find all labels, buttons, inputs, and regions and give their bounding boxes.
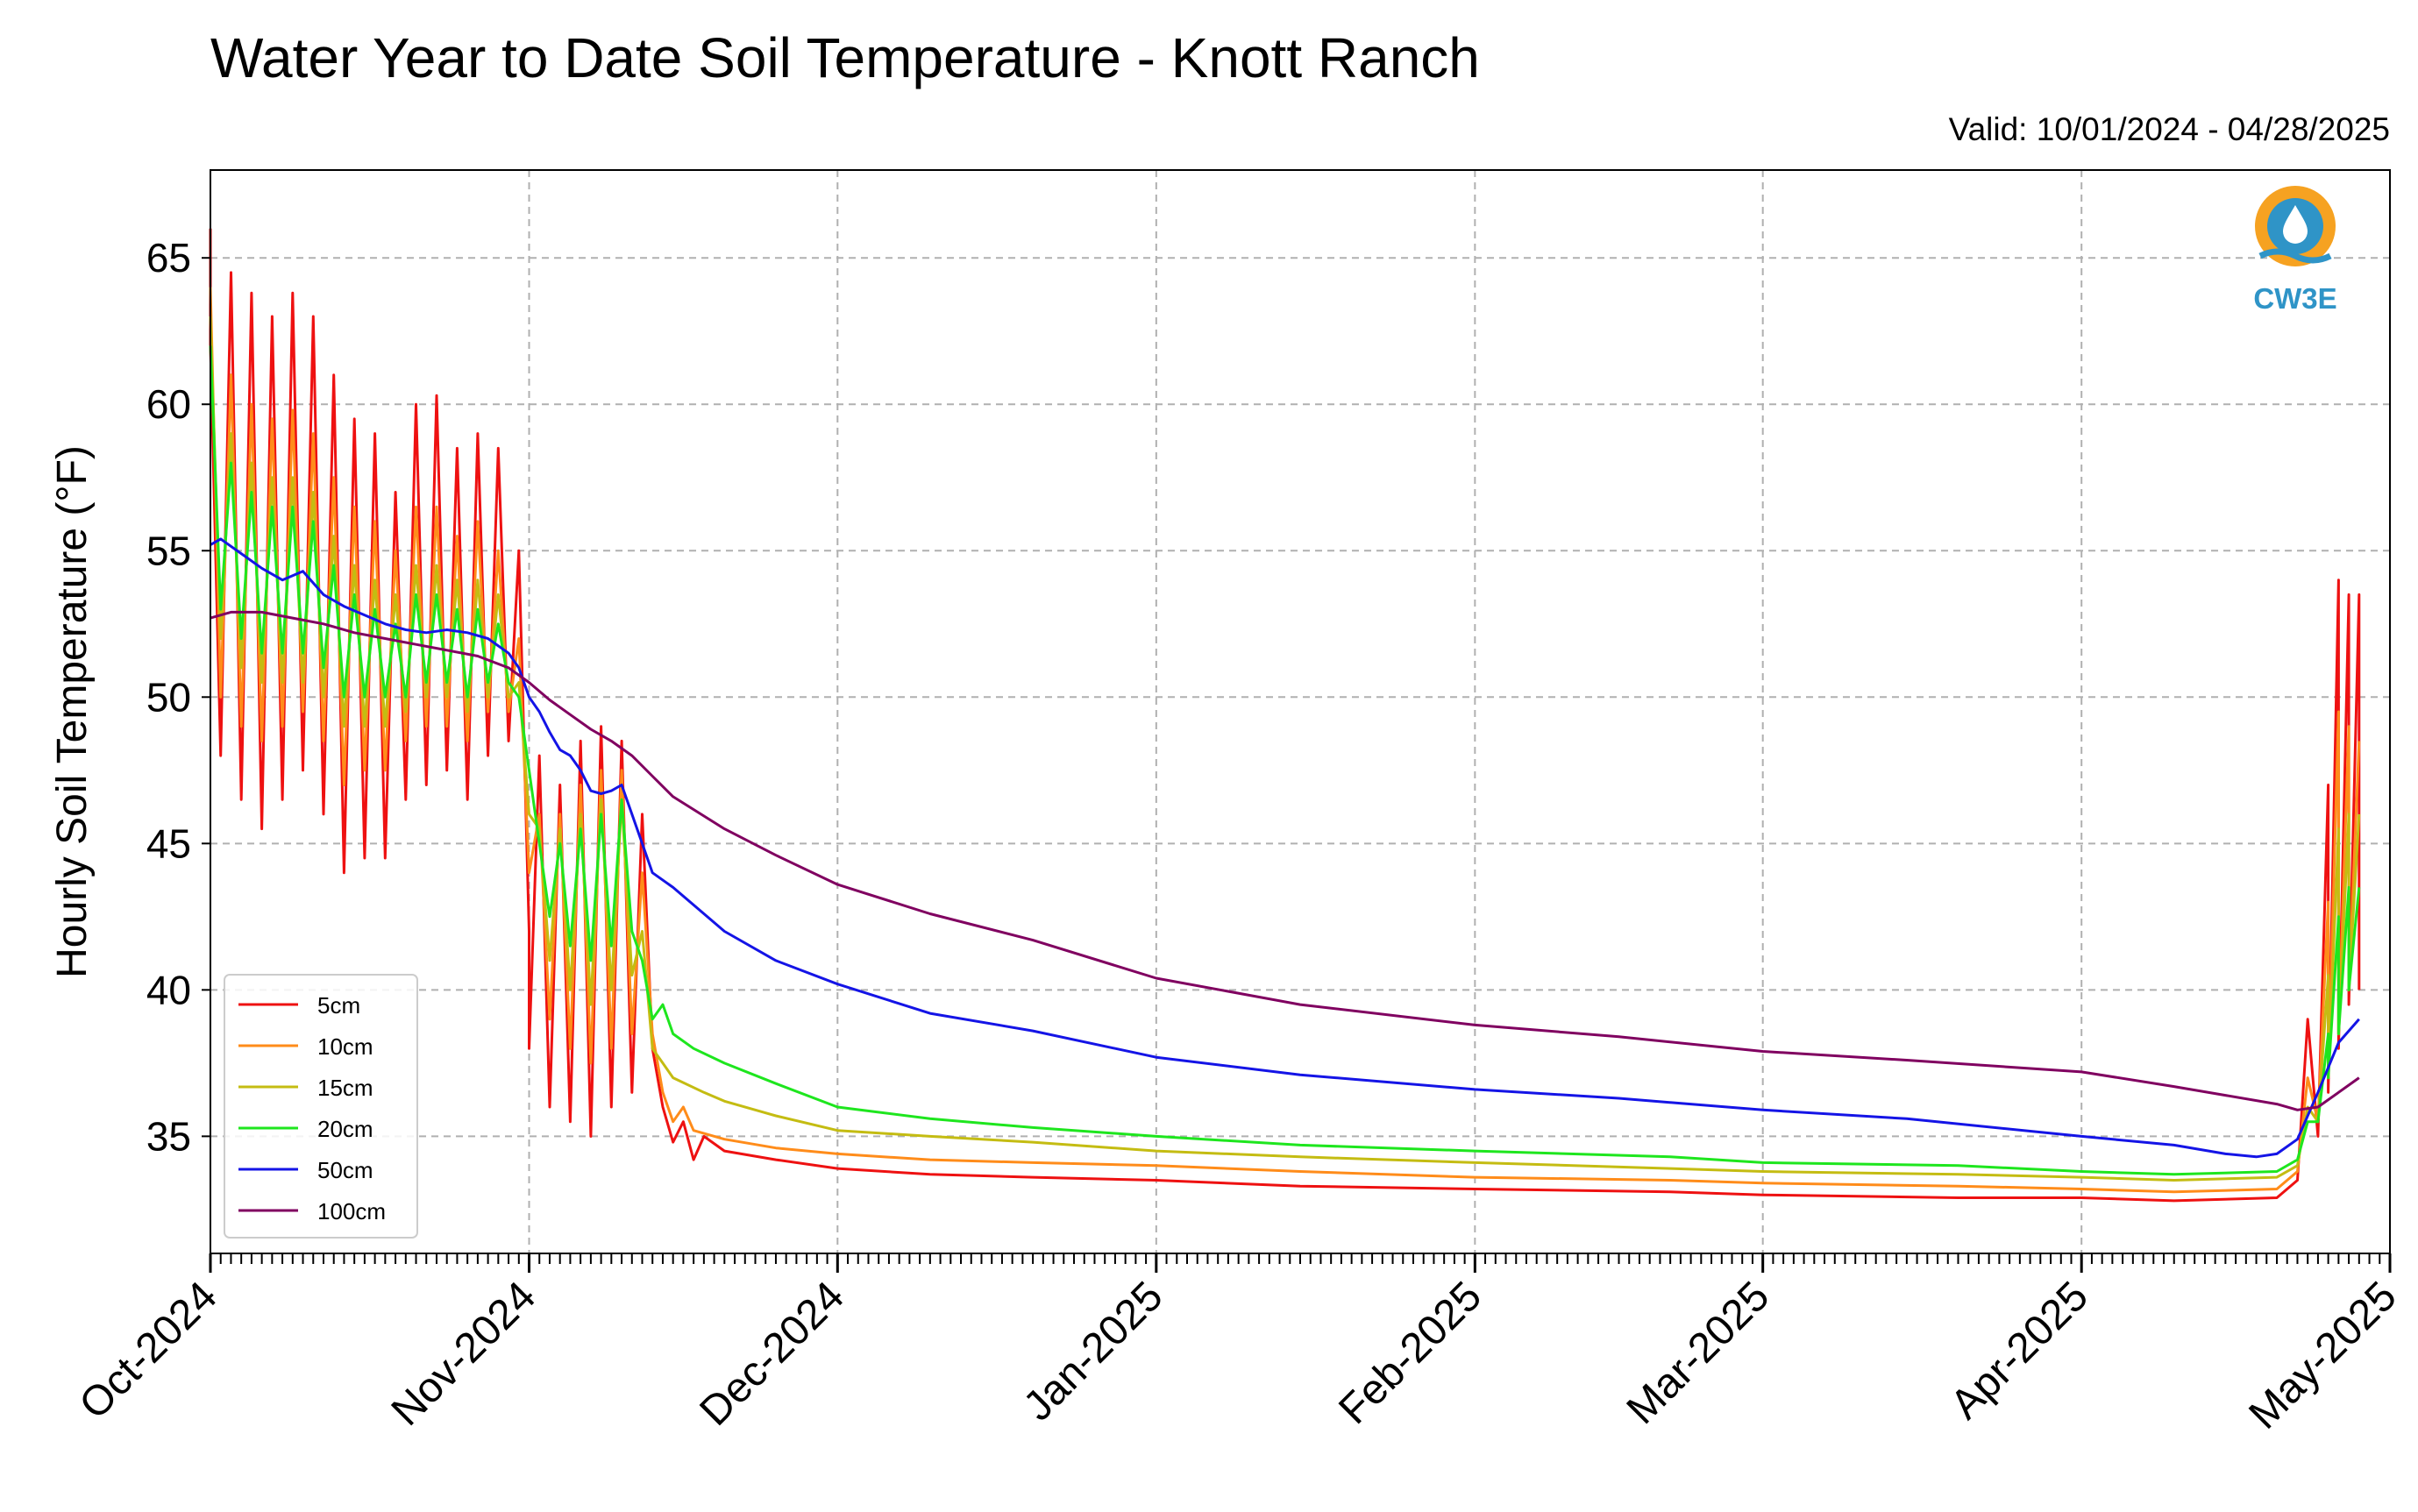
y-tick-label: 55 — [146, 528, 191, 573]
x-tick-label: Dec-2024 — [691, 1273, 853, 1435]
x-tick-label: May-2025 — [2240, 1273, 2405, 1437]
legend: 5cm 10cm 15cm 20cm 50cm 100cm — [224, 974, 418, 1239]
y-tick-label: 45 — [146, 820, 191, 866]
x-tick-label: Nov-2024 — [383, 1273, 545, 1435]
legend-label: 5cm — [317, 992, 360, 1019]
x-tick-label: Feb-2025 — [1330, 1273, 1490, 1433]
x-tick-label: Jan-2025 — [1015, 1273, 1172, 1430]
y-axis-label: Hourly Soil Temperature (°F) — [49, 445, 96, 978]
series-lines — [209, 228, 2361, 1203]
logo-wave — [2258, 248, 2332, 264]
water-drop-icon — [2283, 205, 2308, 244]
plot-frame — [210, 169, 2391, 1254]
series-10cm — [209, 287, 2361, 1194]
legend-label: 15cm — [317, 1075, 373, 1101]
series-50cm — [210, 537, 2360, 1159]
y-axis: 35 40 45 50 55 60 65 — [146, 235, 210, 1159]
grid — [210, 170, 2390, 1253]
y-tick-label: 65 — [146, 235, 191, 280]
legend-label: 10cm — [317, 1033, 373, 1060]
chart-subtitle: Valid: 10/01/2024 - 04/28/2025 — [1949, 111, 2390, 147]
x-tick-label: Oct-2024 — [71, 1273, 226, 1428]
legend-label: 20cm — [317, 1116, 373, 1142]
series-100cm — [210, 610, 2360, 1111]
legend-label: 50cm — [317, 1157, 373, 1183]
legend-label: 100cm — [317, 1198, 386, 1225]
legend-box — [224, 974, 418, 1239]
logo-text: CW3E — [2253, 282, 2336, 315]
y-tick-label: 40 — [146, 967, 191, 1012]
chart-title: Water Year to Date Soil Temperature - Kn… — [210, 26, 1480, 89]
x-tick-label: Apr-2025 — [1942, 1273, 2097, 1428]
series-15cm — [209, 316, 2361, 1182]
cw3e-logo: CW3E — [2253, 186, 2337, 315]
y-tick-label: 60 — [146, 381, 191, 427]
series-5cm — [209, 228, 2361, 1203]
y-tick-label: 50 — [146, 674, 191, 720]
series-20cm — [209, 345, 2361, 1176]
x-tick-label: Mar-2025 — [1618, 1273, 1779, 1433]
x-axis: Oct-2024 Nov-2024 Dec-2024 Jan-2025 Feb-2025… — [71, 1253, 2406, 1438]
y-tick-label: 35 — [146, 1113, 191, 1159]
